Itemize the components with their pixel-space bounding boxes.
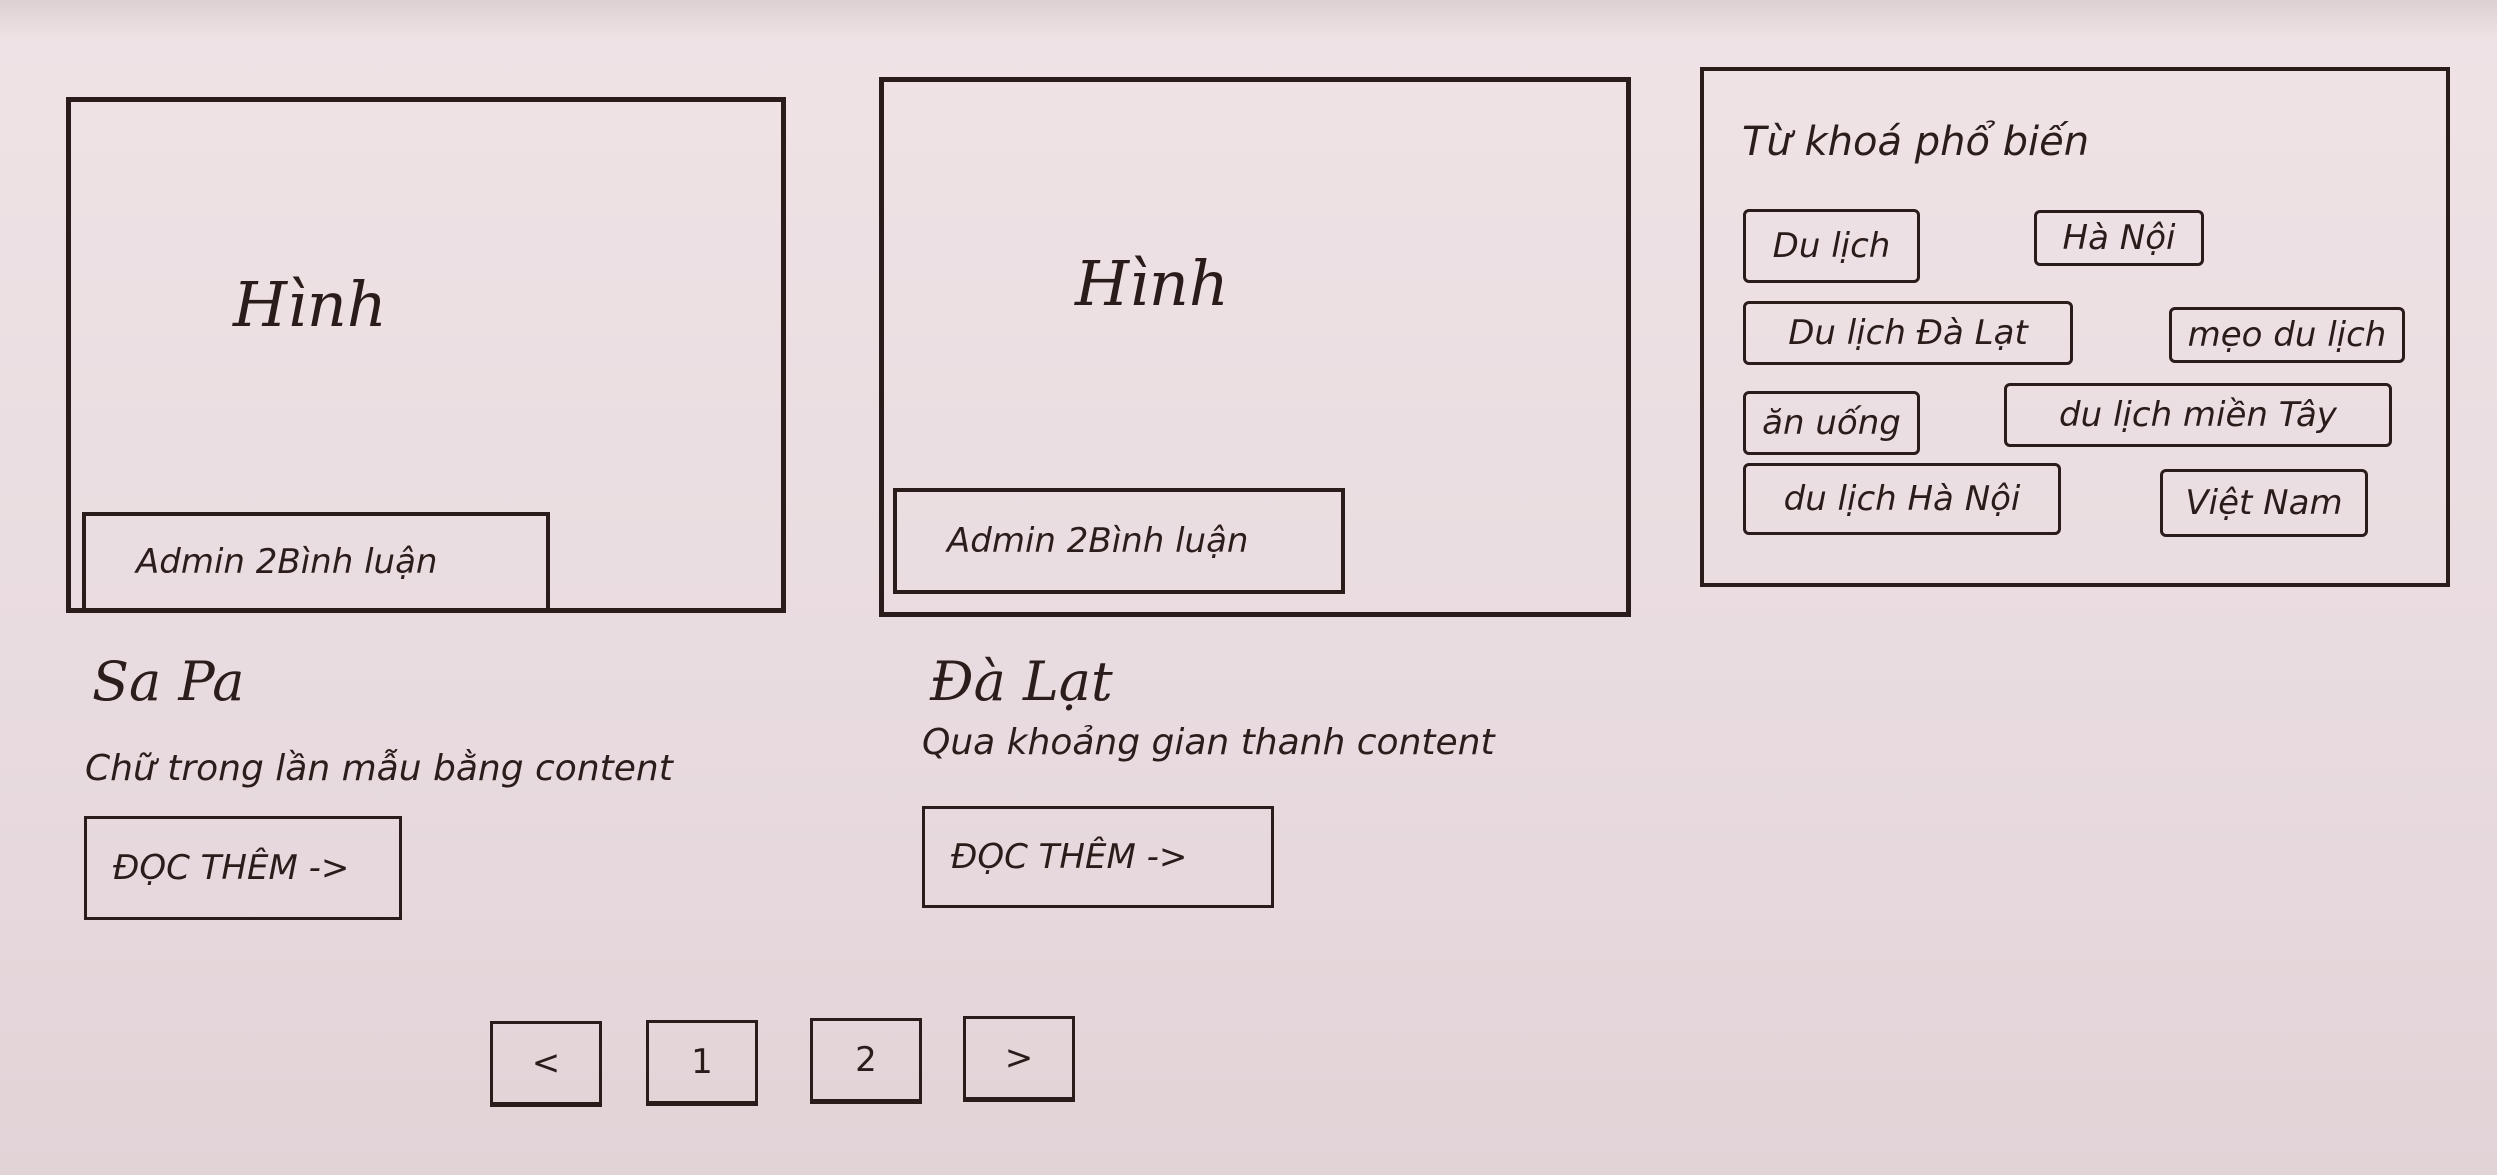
prev-page-button[interactable]: < [490,1021,602,1107]
post-meta: Admin 2Bình luận [82,512,550,612]
tag-ha-noi[interactable]: Hà Nội [2034,210,2204,266]
post-meta-text: Admin 2Bình luận [947,521,1249,561]
image-placeholder-label: Hình [1075,247,1229,320]
tag-du-lich-ha-noi[interactable]: du lịch Hà Nội [1743,463,2061,535]
post-excerpt: Chữ trong lần mẫu bằng content [85,748,673,789]
tag-viet-nam[interactable]: Việt Nam [2160,469,2368,537]
read-more-label: ĐỌC THÊM -> [951,837,1188,877]
tag-du-lich-da-lat[interactable]: Du lịch Đà Lạt [1743,301,2073,365]
popular-keywords-widget: Từ khoá phổ biến Du lịch Hà Nội Du lịch … [1700,67,2450,587]
read-more-button[interactable]: ĐỌC THÊM -> [922,806,1274,908]
post-meta: Admin 2Bình luận [893,488,1345,594]
tag-meo-du-lich[interactable]: mẹo du lịch [2169,307,2405,363]
post-title[interactable]: Sa Pa [92,650,245,713]
read-more-label: ĐỌC THÊM -> [113,848,350,888]
tag-an-uong[interactable]: ăn uống [1743,391,1920,455]
post-image-placeholder[interactable] [879,77,1631,617]
post-title[interactable]: Đà Lạt [930,650,1113,713]
post-excerpt: Qua khoảng gian thanh content [922,722,1495,763]
widget-title: Từ khoá phổ biến [1742,119,2090,165]
page-1-button[interactable]: 1 [646,1020,758,1106]
tag-du-lich[interactable]: Du lịch [1743,209,1920,283]
tag-du-lich-mien-tay[interactable]: du lịch miền Tây [2004,383,2392,447]
image-placeholder-label: Hình [233,268,387,341]
read-more-button[interactable]: ĐỌC THÊM -> [84,816,402,920]
page-2-button[interactable]: 2 [810,1018,922,1104]
post-meta-text: Admin 2Bình luận [136,542,438,582]
next-page-button[interactable]: > [963,1016,1075,1102]
paper-top-shadow [0,0,2497,40]
